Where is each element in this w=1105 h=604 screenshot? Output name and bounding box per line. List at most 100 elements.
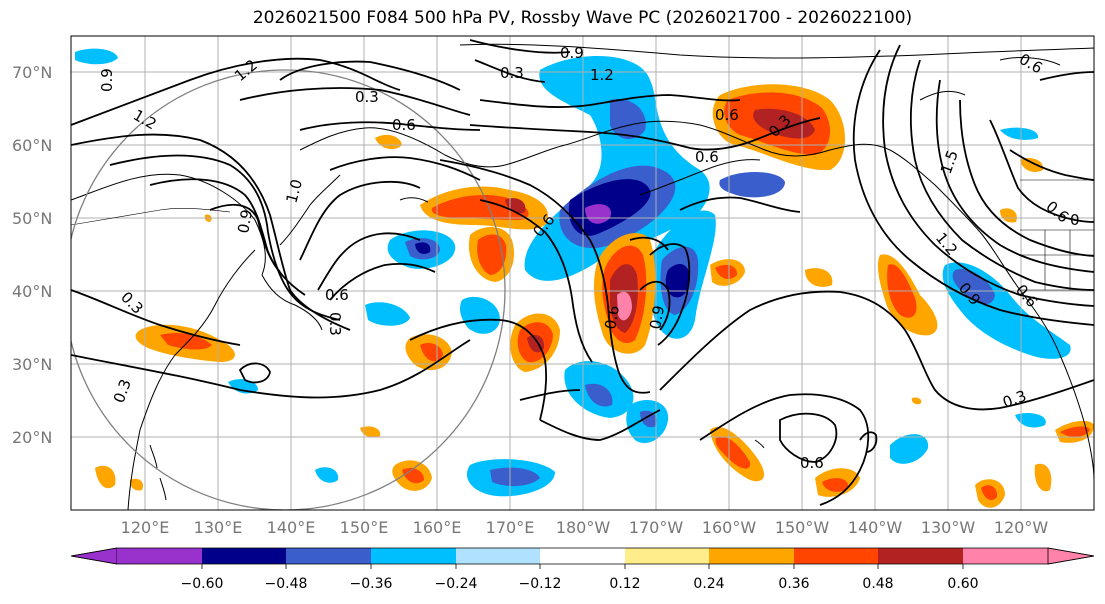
contour-label: 0.6 (695, 148, 719, 166)
colorbar-tick-label: 0.48 (862, 576, 893, 592)
graticule (71, 36, 1094, 510)
colorbar-tick-label: −0.48 (265, 576, 308, 592)
colorbar-swatch (709, 548, 794, 564)
map-title: 2026021500 F084 500 hPa PV, Rossby Wave … (252, 8, 913, 28)
positive-anomaly-area (360, 426, 381, 438)
contour-label: 0.6 (601, 304, 623, 331)
lon-label: 120°W (994, 518, 1049, 537)
positive-anomaly-area (477, 234, 507, 275)
contour-label: 0.9 (234, 208, 256, 235)
colorbar-swatch (794, 548, 878, 564)
positive-anomaly-area (130, 478, 144, 491)
positive-anomaly-area (911, 397, 922, 405)
positive-anomaly-area (375, 134, 402, 150)
colorbar-swatch (878, 548, 963, 564)
negative-anomaly-area (315, 467, 339, 483)
positive-anomaly-area (1034, 463, 1052, 492)
negative-anomaly-area (75, 48, 118, 65)
colorbar-swatch (286, 548, 371, 564)
contour-label: 0 (1070, 211, 1080, 229)
longitude-labels: 120°E 130°E 140°E 150°E 160°E 170°E 180°… (121, 518, 1049, 537)
latitude-labels: 70°N 60°N 50°N 40°N 30°N 20°N (12, 63, 52, 447)
colorbar-outline (70, 547, 1095, 565)
negative-anomaly-area (1000, 127, 1039, 140)
lon-label: 150°E (340, 518, 389, 537)
lon-label: 120°E (121, 518, 170, 537)
colorbar-tick-label: 0.24 (693, 576, 724, 592)
colorbar-tick-label: 0.12 (609, 576, 640, 592)
negative-anomaly-area (890, 434, 929, 464)
colorbar-tick-label: −0.24 (435, 576, 478, 592)
colorbar-tick-label: −0.60 (181, 576, 224, 592)
colorbar-extend-min (70, 547, 118, 565)
contour-label: 0.9 (646, 304, 668, 331)
contour-label: 0.3 (326, 312, 344, 336)
pv-contours (71, 39, 1094, 506)
negative-anomaly-area (719, 171, 785, 198)
lat-label: 40°N (12, 282, 52, 301)
colorbar-swatch (963, 548, 1048, 564)
contour-label: 1.0 (282, 177, 306, 205)
colorbar-extend-max (1047, 547, 1095, 565)
colorbar-swatch (371, 548, 456, 564)
negative-anomaly-area (490, 467, 540, 487)
lat-label: 30°N (12, 355, 52, 374)
colorbar-tick-label: 0.60 (947, 576, 978, 592)
lon-label: 130°W (921, 518, 976, 537)
contour-label: 0.9 (560, 44, 584, 62)
negative-anomaly-area (568, 179, 651, 236)
negative-anomaly-area (952, 269, 995, 305)
contour-label: 0.6 (715, 106, 739, 124)
negative-anomaly-area (585, 204, 611, 224)
positive-anomaly-area (95, 465, 116, 489)
lon-label: 160°W (702, 518, 757, 537)
positive-anomaly-area (715, 436, 751, 469)
lon-label: 130°E (194, 518, 243, 537)
positive-anomaly-area (715, 264, 738, 280)
positive-anomaly-area (753, 108, 815, 139)
negative-anomaly-area (585, 383, 613, 407)
region-circle (71, 69, 506, 510)
positive-anomaly-area (981, 485, 998, 500)
positive-anomaly-area (822, 478, 849, 492)
colorbar-tick-label: 0.36 (778, 576, 809, 592)
lon-label: 160°E (413, 518, 462, 537)
colorbar-swatch (456, 548, 540, 564)
lat-label: 50°N (12, 209, 52, 228)
positive-anomaly-area (160, 333, 212, 350)
positive-anomaly-area (402, 468, 424, 484)
colorbar-tick-label: −0.12 (519, 576, 562, 592)
colorbar-swatch (117, 548, 202, 564)
lat-label: 20°N (12, 428, 52, 447)
lon-label: 170°E (486, 518, 535, 537)
contour-label: 0.6 (325, 286, 349, 304)
colorbar-swatch (625, 548, 709, 564)
positive-anomaly-area (805, 268, 833, 287)
colorbar: −0.60 −0.48 −0.36 −0.24 −0.12 0.12 0.24 … (70, 547, 1095, 592)
lat-label: 60°N (12, 136, 52, 155)
lon-label: 140°W (848, 518, 903, 537)
contour-label: 0.9 (98, 68, 116, 92)
positive-anomaly-area (431, 195, 529, 220)
negative-anomaly-area (365, 302, 410, 326)
negative-anomaly-area (460, 296, 500, 334)
negative-anomaly-area (610, 99, 646, 140)
contour-label: 0.3 (355, 88, 379, 106)
negative-anomaly-area (665, 264, 690, 298)
colorbar-tick-label: −0.36 (350, 576, 393, 592)
negative-anomaly-area (415, 242, 431, 254)
lon-label: 170°W (629, 518, 684, 537)
contour-label: 0.3 (500, 64, 524, 82)
colorbar-swatch (540, 548, 625, 564)
contour-label: 0.6 (392, 116, 416, 134)
contour-label: 0.6 (800, 454, 824, 472)
lon-label: 180°W (556, 518, 611, 537)
positive-anomaly-area (1020, 158, 1044, 172)
positive-anomaly-area (617, 291, 632, 321)
lon-label: 150°W (775, 518, 830, 537)
positive-anomaly-area (1060, 426, 1090, 438)
lon-label: 140°E (267, 518, 316, 537)
coastlines (71, 43, 1094, 510)
colorbar-swatch (202, 548, 286, 564)
